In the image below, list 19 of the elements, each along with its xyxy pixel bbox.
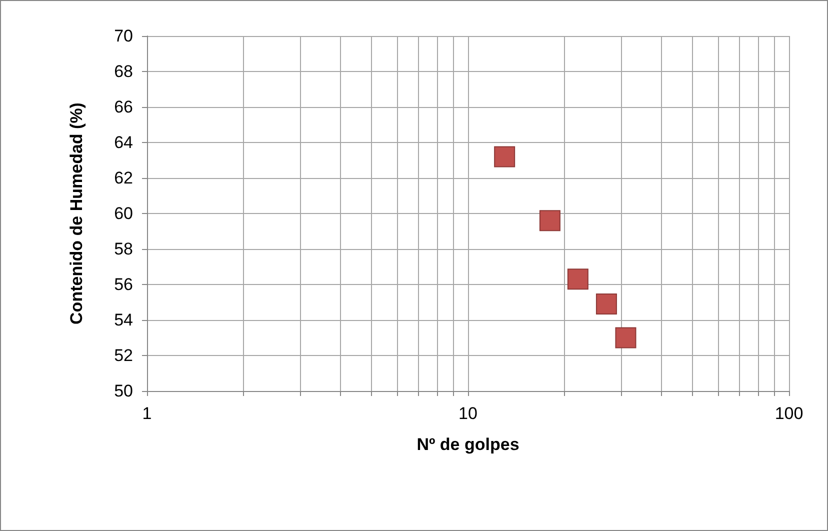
point [596, 294, 617, 315]
y-tick-label: 58 [114, 240, 133, 258]
point [567, 268, 588, 290]
y-tick-label: 52 [114, 346, 133, 365]
x-tick-label: 10 [458, 404, 478, 423]
point [539, 210, 560, 232]
y-tick-label: 56 [114, 275, 133, 294]
y-tick-label: 68 [114, 62, 133, 81]
y-tick-label: 70 [114, 26, 133, 46]
y-axis-title: Contenido de Humedad (%) [67, 102, 86, 324]
x-tick-label: 1 [142, 404, 152, 423]
y-tick-label: 66 [114, 98, 133, 116]
y-tick-label: 54 [114, 310, 133, 330]
y-tick-label: 60 [114, 204, 133, 223]
x-axis-title: Nº de golpes [416, 435, 520, 454]
x-tick-label: 100 [774, 404, 804, 423]
y-tick-label: 50 [114, 382, 133, 400]
y-tick-label: 62 [114, 168, 133, 188]
y-tick-label: 64 [114, 133, 133, 152]
